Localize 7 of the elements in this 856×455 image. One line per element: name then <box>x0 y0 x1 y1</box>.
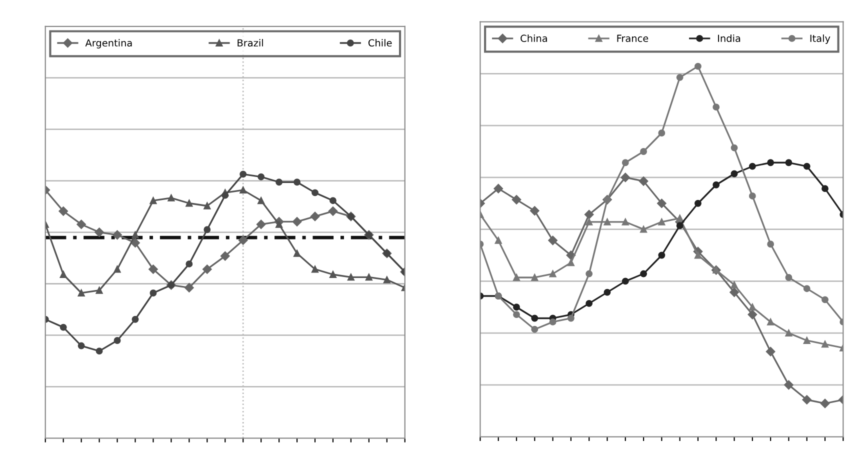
legend-label: Brazil <box>238 39 263 47</box>
legend-label: France <box>617 34 648 42</box>
legend-label: Argentina <box>85 39 132 48</box>
legend-label: Chile <box>368 39 392 47</box>
legend-label: Italy <box>810 34 830 44</box>
legend-label: India <box>718 34 740 42</box>
legend-label: China <box>520 34 547 42</box>
